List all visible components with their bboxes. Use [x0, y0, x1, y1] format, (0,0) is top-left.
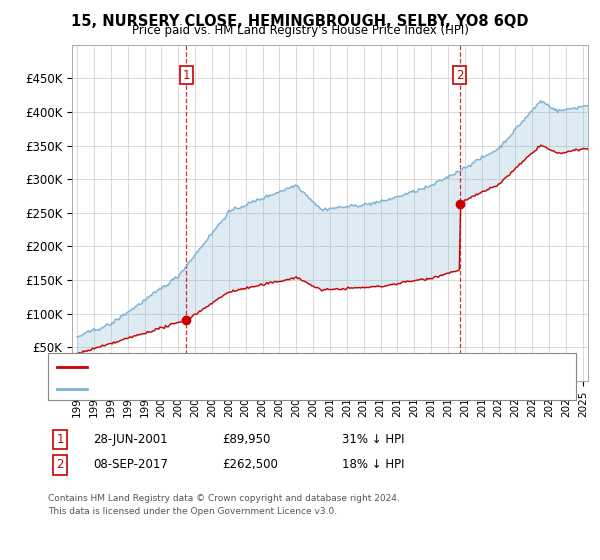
Text: 31% ↓ HPI: 31% ↓ HPI	[342, 433, 404, 446]
Text: 2: 2	[56, 458, 64, 472]
Text: 1: 1	[183, 68, 190, 82]
Text: £262,500: £262,500	[222, 458, 278, 472]
Text: 18% ↓ HPI: 18% ↓ HPI	[342, 458, 404, 472]
Text: This data is licensed under the Open Government Licence v3.0.: This data is licensed under the Open Gov…	[48, 507, 337, 516]
Text: £89,950: £89,950	[222, 433, 271, 446]
Text: Price paid vs. HM Land Registry's House Price Index (HPI): Price paid vs. HM Land Registry's House …	[131, 24, 469, 37]
Text: 1: 1	[56, 433, 64, 446]
Text: 08-SEP-2017: 08-SEP-2017	[93, 458, 168, 472]
Text: HPI: Average price, detached house, North Yorkshire: HPI: Average price, detached house, Nort…	[93, 384, 366, 394]
Text: 28-JUN-2001: 28-JUN-2001	[93, 433, 167, 446]
Text: 15, NURSERY CLOSE, HEMINGBROUGH, SELBY, YO8 6QD: 15, NURSERY CLOSE, HEMINGBROUGH, SELBY, …	[71, 14, 529, 29]
Text: Contains HM Land Registry data © Crown copyright and database right 2024.: Contains HM Land Registry data © Crown c…	[48, 494, 400, 503]
Text: 15, NURSERY CLOSE, HEMINGBROUGH, SELBY, YO8 6QD (detached house): 15, NURSERY CLOSE, HEMINGBROUGH, SELBY, …	[93, 362, 479, 372]
Text: 2: 2	[456, 68, 463, 82]
